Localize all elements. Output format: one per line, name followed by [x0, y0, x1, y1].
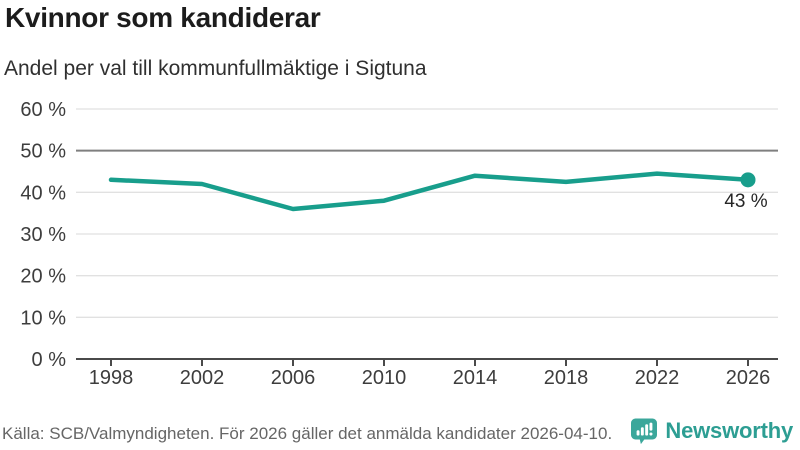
y-tick-label: 50 % [20, 141, 66, 163]
chart-title: Kvinnor som kandiderar [5, 2, 321, 33]
newsworthy-speech-bubble-bar-chart-icon [631, 418, 658, 445]
chart-subtitle: Andel per val till kommunfullmäktige i S… [4, 57, 427, 80]
x-tick-label: 2002 [180, 367, 225, 389]
y-tick-label: 10 % [20, 307, 66, 329]
x-tick-label: 2006 [271, 367, 316, 389]
end-point-label: 43 % [724, 191, 767, 212]
y-tick-label: 40 % [20, 182, 66, 204]
newsworthy-logo: Newsworthy [630, 417, 793, 445]
source-note: Källa: SCB/Valmyndigheten. För 2026 gäll… [2, 424, 613, 443]
x-tick-label: 2018 [544, 367, 589, 389]
x-tick-label: 1998 [89, 367, 134, 389]
y-tick-label: 30 % [20, 224, 66, 246]
series-line [108, 171, 751, 212]
x-tick-label: 2026 [726, 367, 771, 389]
newsworthy-wordmark: Newsworthy [665, 418, 793, 443]
y-tick-label: 20 % [20, 266, 66, 288]
end-point-marker [740, 172, 756, 188]
x-tick-label: 2010 [362, 367, 407, 389]
x-tick-label: 2022 [635, 367, 680, 389]
y-tick-label: 0 % [32, 349, 67, 371]
x-tick-label: 2014 [453, 367, 498, 389]
y-tick-label: 60 % [20, 99, 66, 121]
